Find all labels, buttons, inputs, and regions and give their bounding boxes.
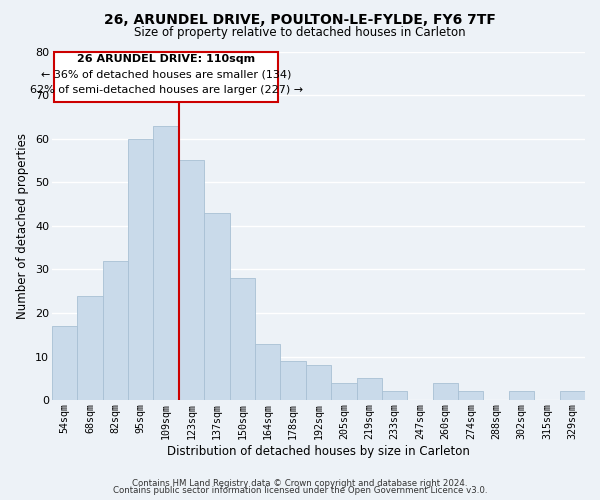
Bar [103,260,128,400]
Bar [509,392,534,400]
Bar [154,126,179,400]
Text: 62% of semi-detached houses are larger (227) →: 62% of semi-detached houses are larger (… [29,86,303,96]
X-axis label: Distribution of detached houses by size in Carleton: Distribution of detached houses by size … [167,444,470,458]
Text: ← 36% of detached houses are smaller (134): ← 36% of detached houses are smaller (13… [41,70,292,80]
Bar [560,392,585,400]
Bar [179,160,204,400]
Text: Contains public sector information licensed under the Open Government Licence v3: Contains public sector information licen… [113,486,487,495]
FancyBboxPatch shape [55,52,278,102]
Text: 26 ARUNDEL DRIVE: 110sqm: 26 ARUNDEL DRIVE: 110sqm [77,54,255,64]
Bar [280,361,306,400]
Bar [52,326,77,400]
Bar [382,392,407,400]
Text: Contains HM Land Registry data © Crown copyright and database right 2024.: Contains HM Land Registry data © Crown c… [132,478,468,488]
Bar [255,344,280,400]
Text: Size of property relative to detached houses in Carleton: Size of property relative to detached ho… [134,26,466,39]
Bar [356,378,382,400]
Bar [204,213,230,400]
Bar [306,366,331,400]
Bar [433,382,458,400]
Bar [230,278,255,400]
Bar [331,382,356,400]
Text: 26, ARUNDEL DRIVE, POULTON-LE-FYLDE, FY6 7TF: 26, ARUNDEL DRIVE, POULTON-LE-FYLDE, FY6… [104,12,496,26]
Bar [128,138,154,400]
Bar [77,296,103,400]
Y-axis label: Number of detached properties: Number of detached properties [16,133,29,319]
Bar [458,392,484,400]
